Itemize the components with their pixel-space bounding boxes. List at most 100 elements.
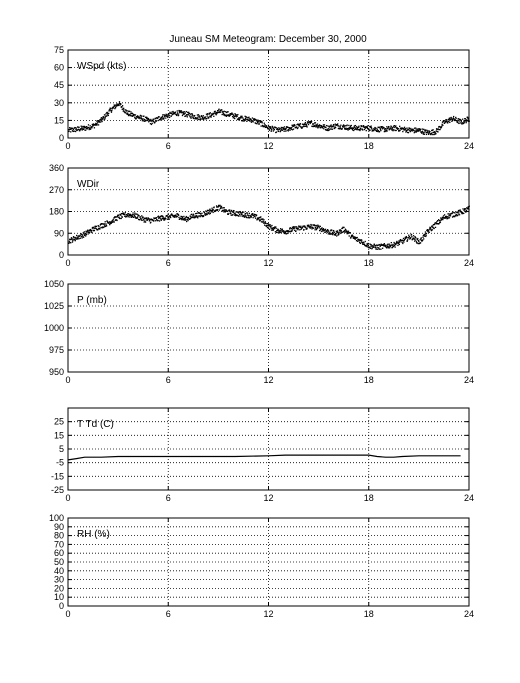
data-point (196, 215, 198, 217)
data-point (297, 127, 299, 129)
data-point (450, 118, 453, 120)
data-point (414, 127, 416, 129)
data-point (391, 246, 394, 249)
data-point (169, 112, 172, 114)
data-point (459, 119, 462, 121)
data-point (419, 242, 421, 244)
panel-label: RH (%) (77, 529, 110, 540)
data-point (456, 121, 458, 123)
data-point (121, 216, 123, 218)
data-point (212, 209, 215, 211)
data-point (458, 122, 460, 125)
data-point (246, 120, 248, 122)
data-point (179, 112, 181, 114)
data-point (169, 111, 171, 113)
data-point (199, 117, 201, 119)
data-point (249, 118, 252, 120)
data-point (444, 217, 446, 219)
data-point (403, 129, 405, 131)
data-point (131, 115, 133, 117)
data-point (258, 123, 260, 125)
data-point (342, 124, 345, 126)
data-point (188, 111, 190, 113)
data-point (113, 221, 115, 223)
data-point (347, 231, 349, 233)
data-point (277, 130, 280, 133)
data-point (356, 128, 358, 131)
data-point (205, 113, 208, 115)
data-point (213, 210, 216, 213)
data-point (83, 233, 85, 235)
data-point (285, 233, 288, 235)
data-point (439, 126, 442, 128)
data-point (460, 119, 462, 122)
data-point (151, 218, 154, 221)
data-point (114, 219, 116, 221)
data-point (202, 214, 204, 217)
data-point (436, 220, 439, 222)
data-point (175, 214, 177, 217)
data-point (436, 128, 439, 130)
data-point (83, 231, 85, 233)
data-point (269, 127, 272, 130)
data-point (347, 129, 349, 131)
data-point (131, 215, 133, 217)
data-point (316, 126, 318, 128)
data-point (360, 239, 362, 241)
data-point (194, 118, 196, 120)
x-tick-label: 18 (364, 609, 374, 619)
data-point (275, 131, 278, 133)
data-point (364, 127, 366, 130)
data-point (119, 102, 121, 105)
data-point (383, 245, 385, 247)
data-point (206, 117, 208, 120)
data-point (431, 229, 434, 231)
data-point (222, 110, 224, 113)
data-point (81, 126, 83, 128)
data-point (226, 111, 229, 113)
data-point (208, 116, 210, 118)
data-point (223, 114, 225, 116)
data-point (80, 235, 83, 238)
figure-title: Juneau SM Meteogram: December 30, 2000 (169, 34, 367, 45)
data-point (228, 114, 230, 116)
data-point (391, 129, 393, 131)
data-point (402, 242, 404, 245)
data-point (90, 126, 93, 128)
data-point (267, 227, 270, 229)
data-point (370, 126, 372, 129)
data-point (334, 233, 337, 235)
data-point (227, 114, 229, 117)
data-point (409, 129, 411, 131)
data-point (463, 209, 465, 212)
data-point (344, 230, 346, 232)
data-point (455, 117, 457, 120)
data-point (133, 215, 136, 217)
data-point (318, 125, 320, 127)
data-point (100, 226, 102, 229)
data-point (135, 217, 138, 219)
data-point (191, 113, 193, 115)
data-point (134, 215, 136, 218)
data-point (410, 233, 413, 236)
data-point (83, 125, 85, 128)
data-point (151, 120, 153, 122)
data-point (255, 214, 257, 216)
data-point (433, 223, 436, 226)
data-point (436, 130, 438, 133)
data-point (336, 235, 338, 237)
data-point (96, 120, 98, 122)
data-point (174, 216, 176, 219)
data-point (79, 237, 82, 239)
data-point (187, 111, 189, 114)
data-point (203, 119, 205, 121)
data-point (223, 110, 225, 112)
data-point (189, 115, 191, 117)
data-point (420, 132, 423, 134)
data-point (368, 128, 370, 130)
data-point (251, 213, 253, 215)
data-point (320, 228, 322, 231)
data-point (358, 240, 360, 242)
data-point (299, 229, 301, 231)
